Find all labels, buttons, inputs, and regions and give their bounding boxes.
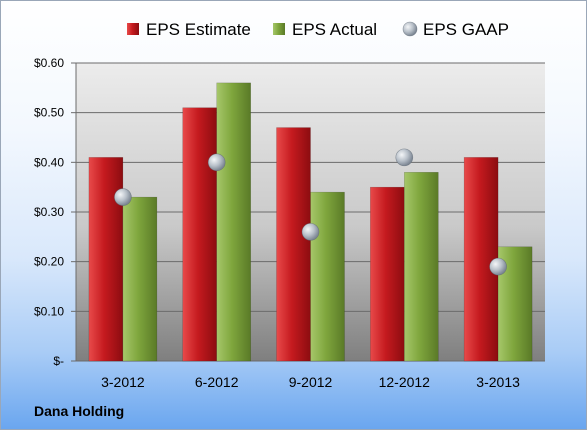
point-eps-gaap	[489, 257, 507, 276]
legend-label-eps-estimate: EPS Estimate	[146, 20, 251, 39]
y-tick-label: $0.20	[34, 255, 64, 269]
y-tick-label: $0.10	[34, 304, 64, 318]
legend-swatch-eps-actual	[273, 23, 285, 35]
bar-eps-actual	[404, 172, 439, 362]
x-tick-label: 6-2012	[195, 374, 239, 390]
legend-label-eps-gaap: EPS GAAP	[423, 20, 509, 39]
y-tick-label: $0.30	[34, 205, 64, 219]
x-tick-label: 12-2012	[379, 374, 431, 390]
bar-eps-estimate	[463, 157, 499, 362]
x-axis: 3-2012 6-2012 9-2012 12-2012 3-2013	[101, 374, 520, 390]
x-tick-label: 3-2012	[101, 374, 145, 390]
bars	[88, 82, 533, 362]
x-tick-label: 9-2012	[289, 374, 333, 390]
point-eps-gaap	[301, 223, 320, 241]
bar-eps-actual	[216, 82, 251, 362]
footer-label: Dana Holding	[34, 403, 125, 419]
x-tick-label: 3-2013	[476, 374, 520, 390]
point-eps-gaap	[395, 148, 414, 167]
y-tick-label: $0.50	[34, 106, 64, 120]
point-eps-gaap	[114, 188, 132, 206]
legend-label-eps-actual: EPS Actual	[292, 20, 377, 39]
y-tick-label: $0.60	[34, 56, 64, 70]
bar-eps-estimate	[182, 107, 217, 362]
bar-eps-actual	[122, 196, 158, 362]
y-axis: $- $0.10 $0.20 $0.30 $0.40 $0.50 $0.60	[34, 56, 77, 368]
bar-eps-estimate	[88, 157, 124, 362]
legend-swatch-eps-gaap	[402, 21, 418, 37]
bar-eps-estimate	[370, 186, 405, 362]
bar-eps-estimate	[276, 127, 311, 362]
bar-eps-actual	[310, 191, 345, 362]
legend: EPS Estimate EPS Actual EPS GAAP	[127, 20, 509, 39]
legend-swatch-eps-estimate	[127, 23, 139, 35]
gaap-points	[114, 148, 507, 276]
y-tick-label: $0.40	[34, 155, 64, 169]
y-tick-label: $-	[53, 354, 64, 368]
point-eps-gaap	[207, 153, 226, 172]
